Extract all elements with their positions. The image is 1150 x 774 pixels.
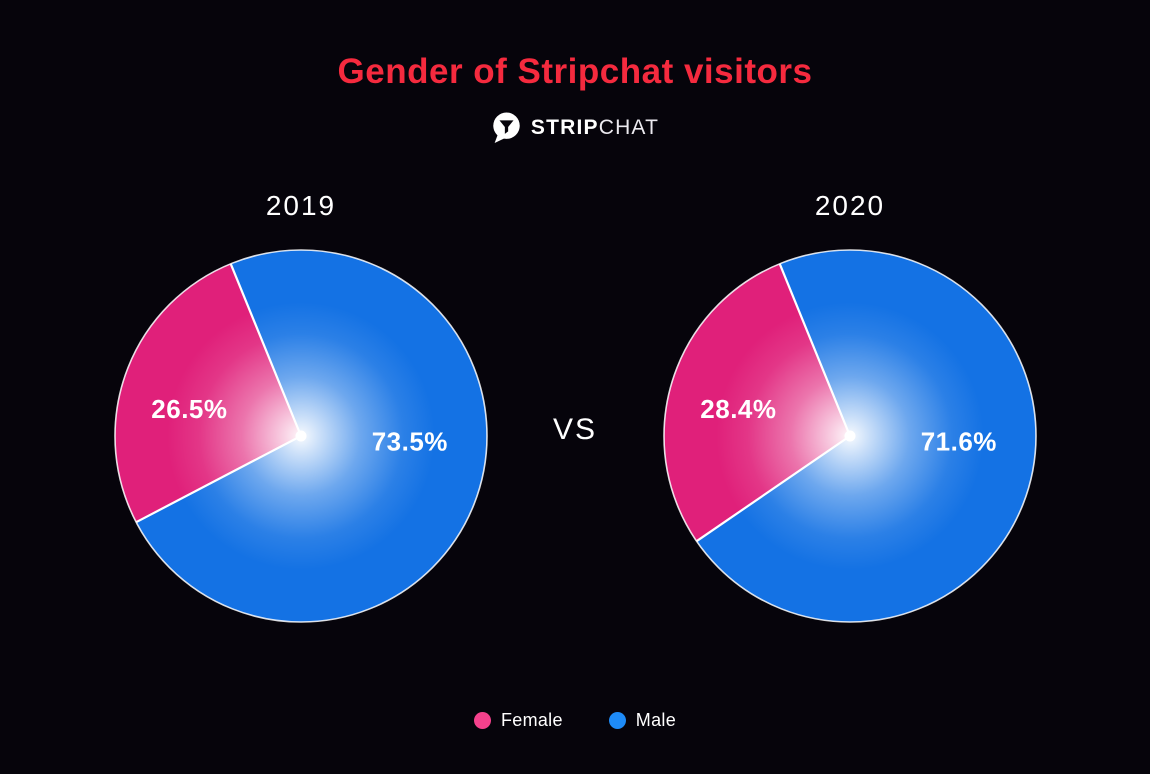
logo-text-strip: STRIP (530, 115, 599, 139)
legend-label-male: Male (635, 710, 677, 730)
legend-item-female: Female (473, 710, 563, 731)
pie-chart-2019: 26.5% 73.5% (114, 249, 488, 623)
pie-section-2020: 2020 28.4% 71.6% (659, 190, 1041, 627)
page-title: Gender of Stripchat visitors (337, 52, 813, 91)
pie-outline (663, 249, 1037, 623)
pie-chart-2020: 28.4% 71.6% (663, 249, 1037, 623)
year-label-2019: 2019 (265, 190, 337, 221)
slice-divider-lines (135, 263, 303, 524)
legend-item-male: Male (608, 710, 677, 731)
male-percent-label: 71.6% (921, 427, 997, 457)
stripchat-speech-bubble-funnel-icon (491, 111, 522, 144)
female-percent-label: 28.4% (700, 394, 776, 424)
vs-label: VS (552, 413, 598, 446)
slice-divider-lines (695, 263, 852, 543)
male-color-dot (608, 712, 626, 729)
legend-label-female: Female (500, 710, 563, 730)
center-dot (844, 430, 856, 442)
pie-outline (114, 249, 488, 623)
stripchat-logo: STRIP CHAT (0, 111, 1150, 144)
stripchat-wordmark: STRIP CHAT (531, 116, 659, 140)
year-label-2020: 2020 (814, 190, 886, 221)
female-percent-label: 26.5% (151, 394, 227, 424)
logo-text-chat: CHAT (598, 115, 660, 139)
male-percent-label: 73.5% (372, 427, 448, 457)
center-dot (295, 430, 307, 442)
female-color-dot (473, 712, 491, 729)
pie-section-2019: 2019 26.5% 73.5% (110, 190, 492, 627)
legend: Female Male (0, 710, 1150, 731)
